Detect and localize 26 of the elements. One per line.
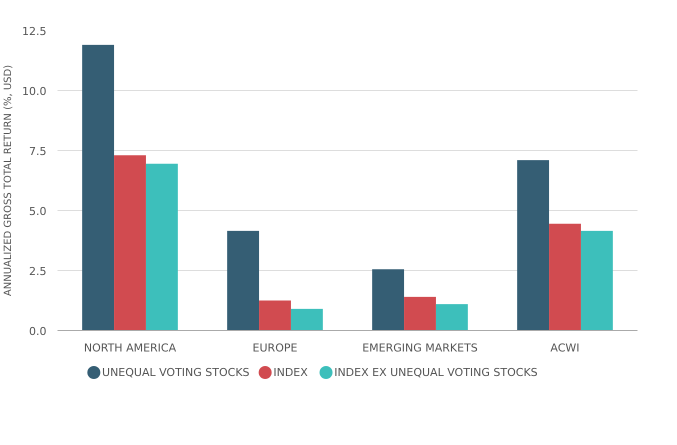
legend-label: INDEX EX UNEQUAL VOTING STOCKS bbox=[334, 366, 538, 379]
bar bbox=[372, 269, 404, 330]
bar bbox=[259, 300, 291, 330]
x-tick-label: EUROPE bbox=[252, 342, 298, 354]
bar bbox=[436, 304, 468, 330]
x-tick-label: ACWI bbox=[550, 342, 580, 354]
bar bbox=[146, 164, 178, 330]
x-tick-label: NORTH AMERICA bbox=[84, 342, 177, 354]
y-axis-title: ANNUALIZED GROSS TOTAL RETURN (%, USD) bbox=[3, 64, 14, 296]
y-tick-label: 0.0 bbox=[29, 325, 47, 338]
y-tick-label: 2.5 bbox=[29, 265, 47, 278]
bar bbox=[580, 230, 613, 330]
bar bbox=[404, 296, 436, 330]
x-tick-label: EMERGING MARKETS bbox=[362, 342, 478, 354]
y-tick-label: 12.5 bbox=[22, 25, 47, 38]
y-tick-label: 7.5 bbox=[29, 145, 47, 158]
bar bbox=[227, 230, 260, 330]
y-tick-label: 10.0 bbox=[22, 85, 47, 98]
bar bbox=[114, 155, 146, 330]
bar bbox=[82, 44, 114, 330]
bar bbox=[290, 308, 323, 330]
bar bbox=[549, 224, 581, 330]
bar bbox=[517, 160, 550, 330]
legend-label: UNEQUAL VOTING STOCKS bbox=[102, 366, 250, 379]
legend-label: INDEX bbox=[273, 366, 308, 379]
y-tick-label: 5.0 bbox=[29, 205, 47, 218]
